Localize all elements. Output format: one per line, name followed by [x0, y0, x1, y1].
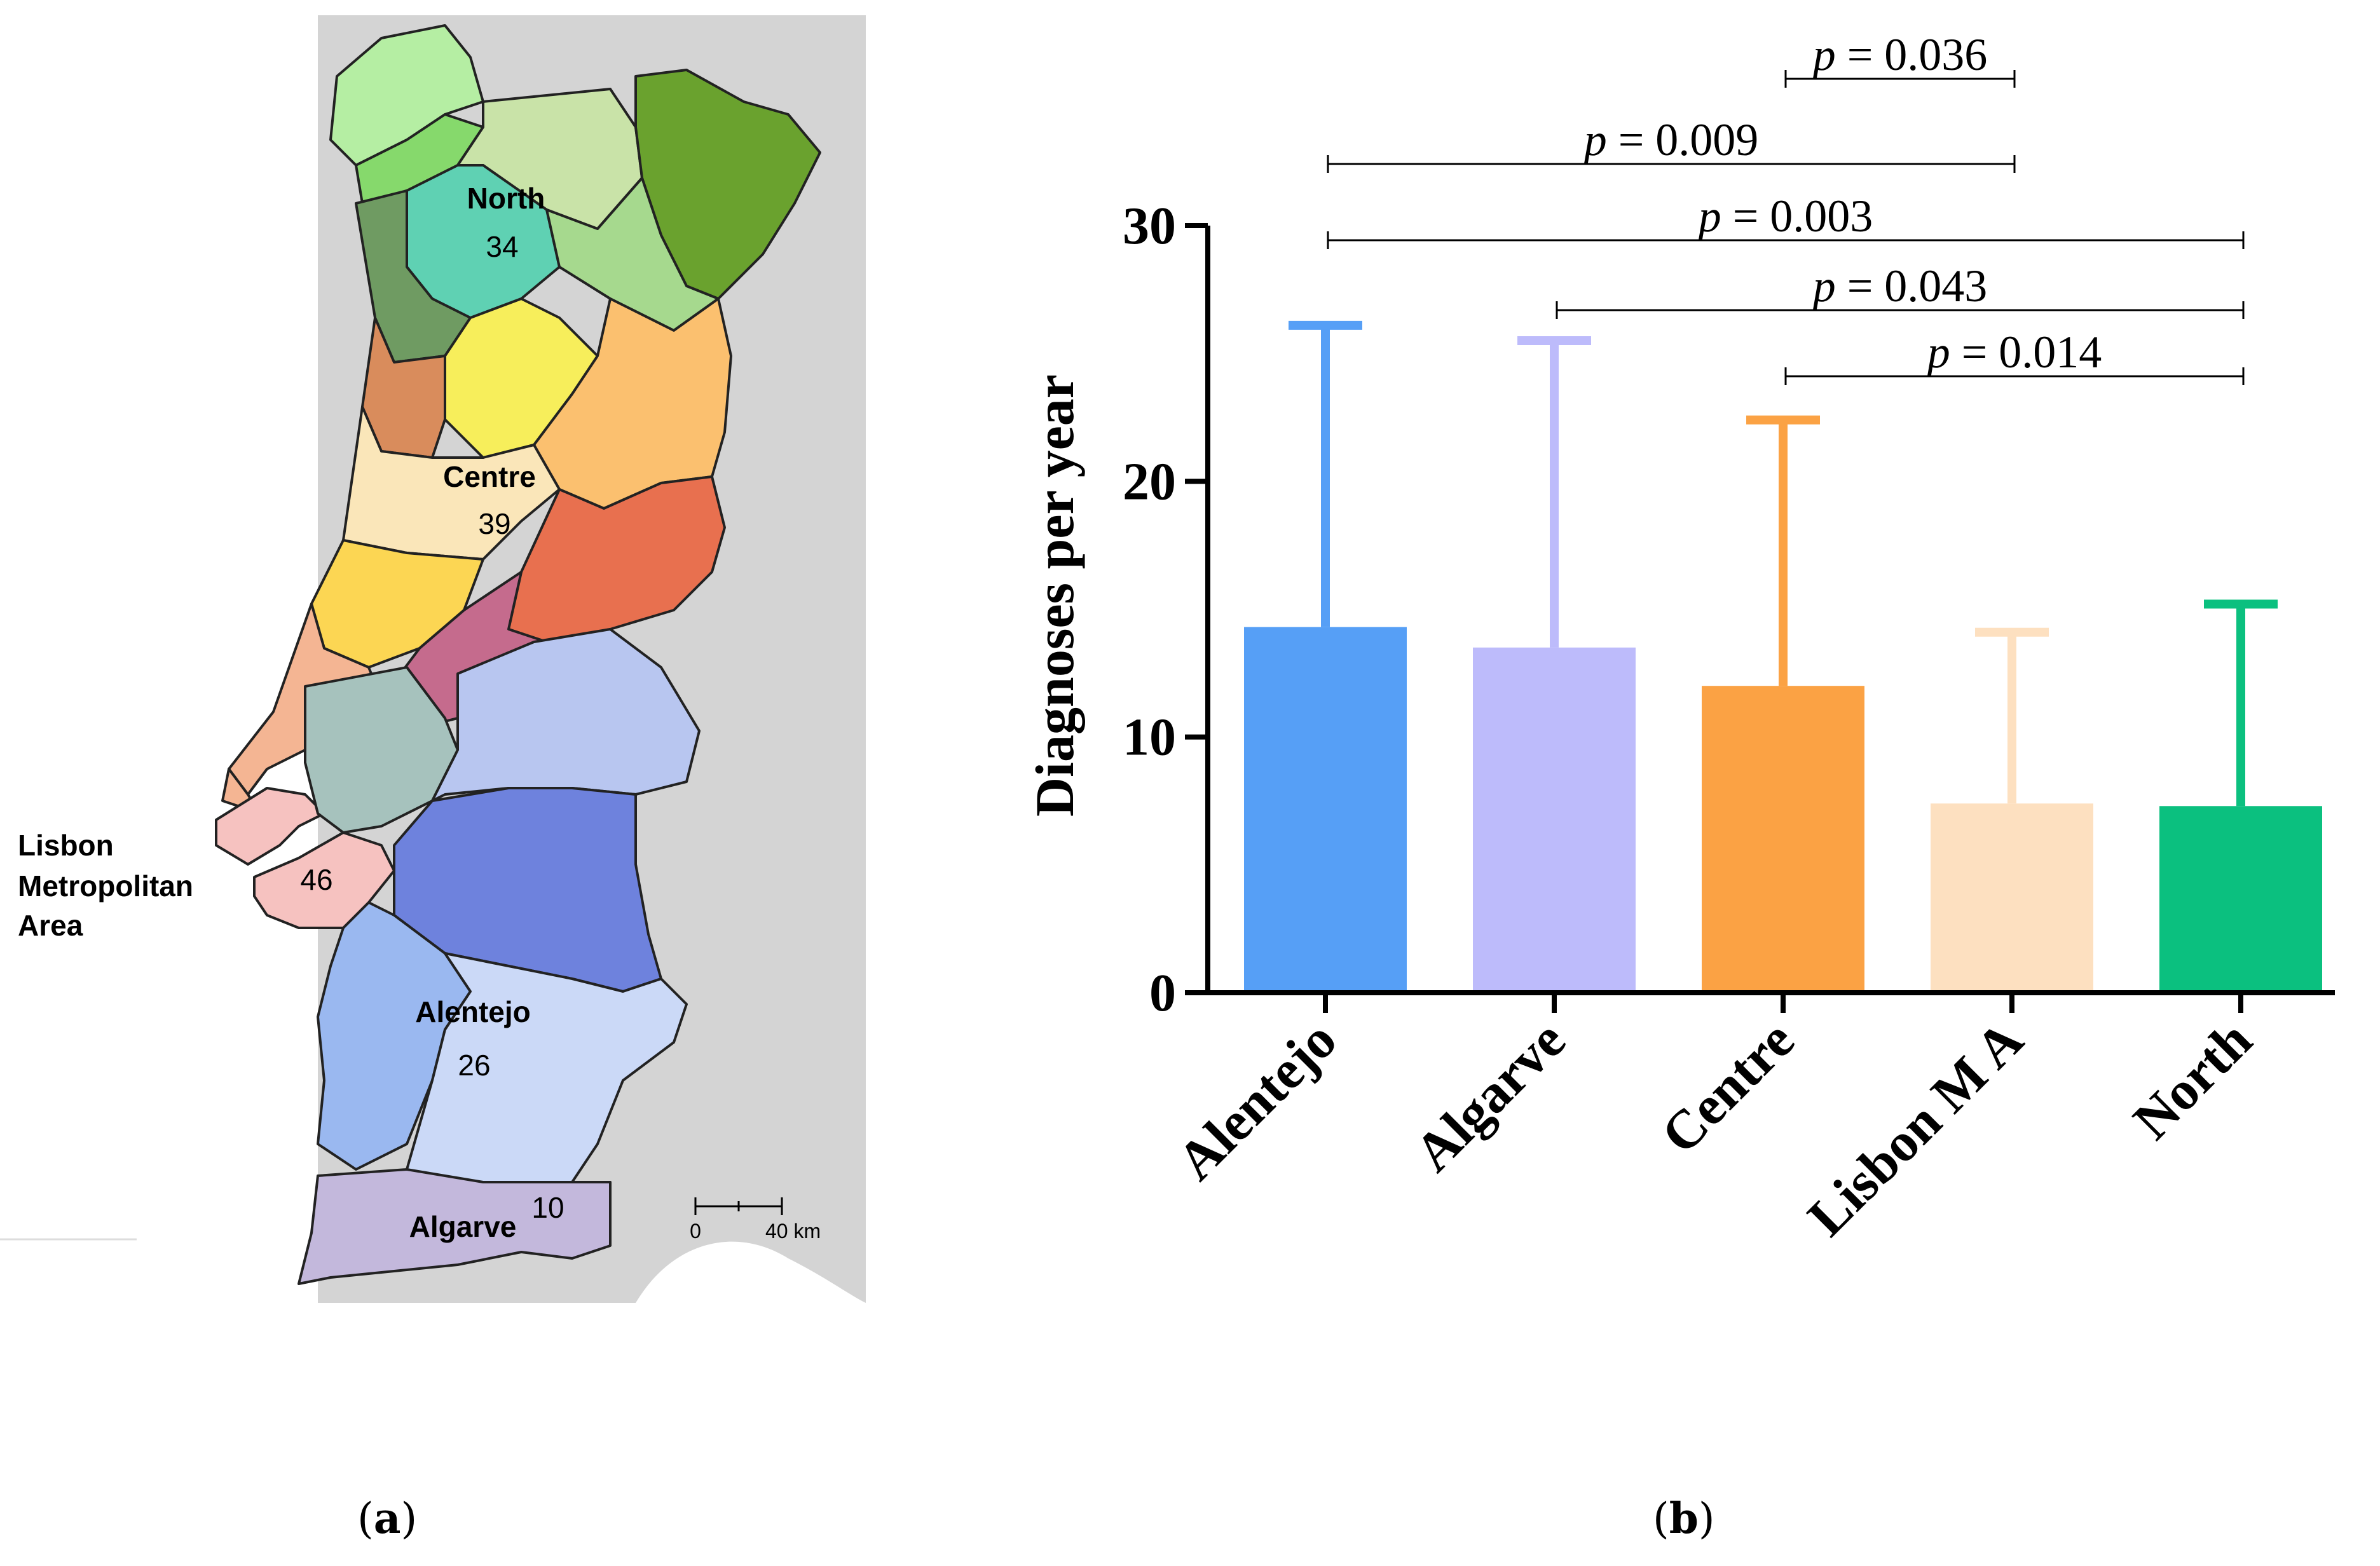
map-spain-land: [636, 1241, 866, 1303]
y-tick-label: 20: [1123, 452, 1176, 511]
p-value-label: p = 0.003: [1695, 191, 1873, 242]
scale-start: 0: [690, 1220, 701, 1243]
algarve-label: Algarve: [409, 1210, 517, 1243]
significance-bracket: p = 0.036: [1784, 29, 2016, 88]
x-tick-label: North: [2121, 1009, 2263, 1151]
x-tick-label: Lisbon M A: [1796, 1009, 2034, 1248]
x-tick-label: Algarve: [1403, 1009, 1577, 1183]
alentejo-label: Alentejo: [415, 995, 530, 1028]
north-subregion-7: [545, 177, 720, 332]
lisbon-label-line1: Lisbon: [18, 829, 114, 862]
p-value-label: p = 0.009: [1581, 114, 1759, 165]
significance-layer: p = 0.036 p = 0.009 p = 0.003 p = 0.043 p = …: [1327, 29, 2245, 385]
p-value-label: p = 0.036: [1810, 29, 1988, 80]
alentejo-count: 26: [458, 1049, 490, 1082]
algarve-count: 10: [531, 1191, 564, 1224]
p-value-label: p = 0.014: [1924, 327, 2102, 378]
map-panel: North 34 Centre 39 Alentejo 26 Algarve 1…: [0, 15, 866, 1303]
alentejo-region: [304, 628, 701, 1183]
algarve-region: [298, 1168, 612, 1285]
lisbon-label-line3: Area: [18, 909, 83, 942]
north-label: North: [467, 182, 545, 215]
scale-bar: [694, 1197, 783, 1215]
error-bars-layer: [1289, 320, 2278, 807]
significance-bracket: p = 0.014: [1784, 327, 2245, 385]
alentejo-subregion-5: [406, 952, 688, 1183]
x-tick-label: Alentejo: [1165, 1009, 1348, 1192]
north-count: 34: [486, 230, 518, 263]
y-tick-label: 0: [1149, 963, 1176, 1023]
bar-alentejo: [1244, 627, 1407, 993]
north-subregion-1: [329, 24, 484, 167]
significance-bracket: p = 0.003: [1327, 191, 2245, 249]
y-axis-label: Diagnoses per year: [1024, 374, 1085, 817]
bar-centre: [1702, 686, 1864, 993]
bar-lisbon-m-a: [1931, 803, 2093, 993]
lisbon-count: 46: [300, 863, 332, 896]
p-value-label: p = 0.043: [1810, 261, 1988, 311]
significance-bracket: p = 0.043: [1556, 261, 2245, 319]
bar-algarve: [1473, 647, 1636, 993]
lisbon-north-bank: [215, 787, 325, 866]
centre-count: 39: [478, 507, 510, 540]
panel-label-b: (b): [1653, 1494, 1715, 1543]
bars-layer: [1244, 627, 2322, 993]
alentejo-subregion-1: [304, 666, 459, 834]
scale-end: 40 km: [765, 1220, 821, 1243]
centre-region: [221, 297, 732, 840]
x-tick-label: Centre: [1650, 1009, 1806, 1166]
significance-bracket: p = 0.009: [1327, 114, 2016, 173]
lisbon-label-line2: Metropolitan: [18, 869, 193, 902]
y-tick-label: 30: [1123, 196, 1176, 255]
centre-label: Centre: [443, 460, 536, 493]
y-tick-label: 10: [1123, 708, 1176, 767]
bar-north: [2159, 806, 2322, 993]
alentejo-subregion-4: [317, 901, 472, 1171]
north-region: [329, 24, 821, 364]
panel-label-a: (a): [357, 1494, 418, 1543]
